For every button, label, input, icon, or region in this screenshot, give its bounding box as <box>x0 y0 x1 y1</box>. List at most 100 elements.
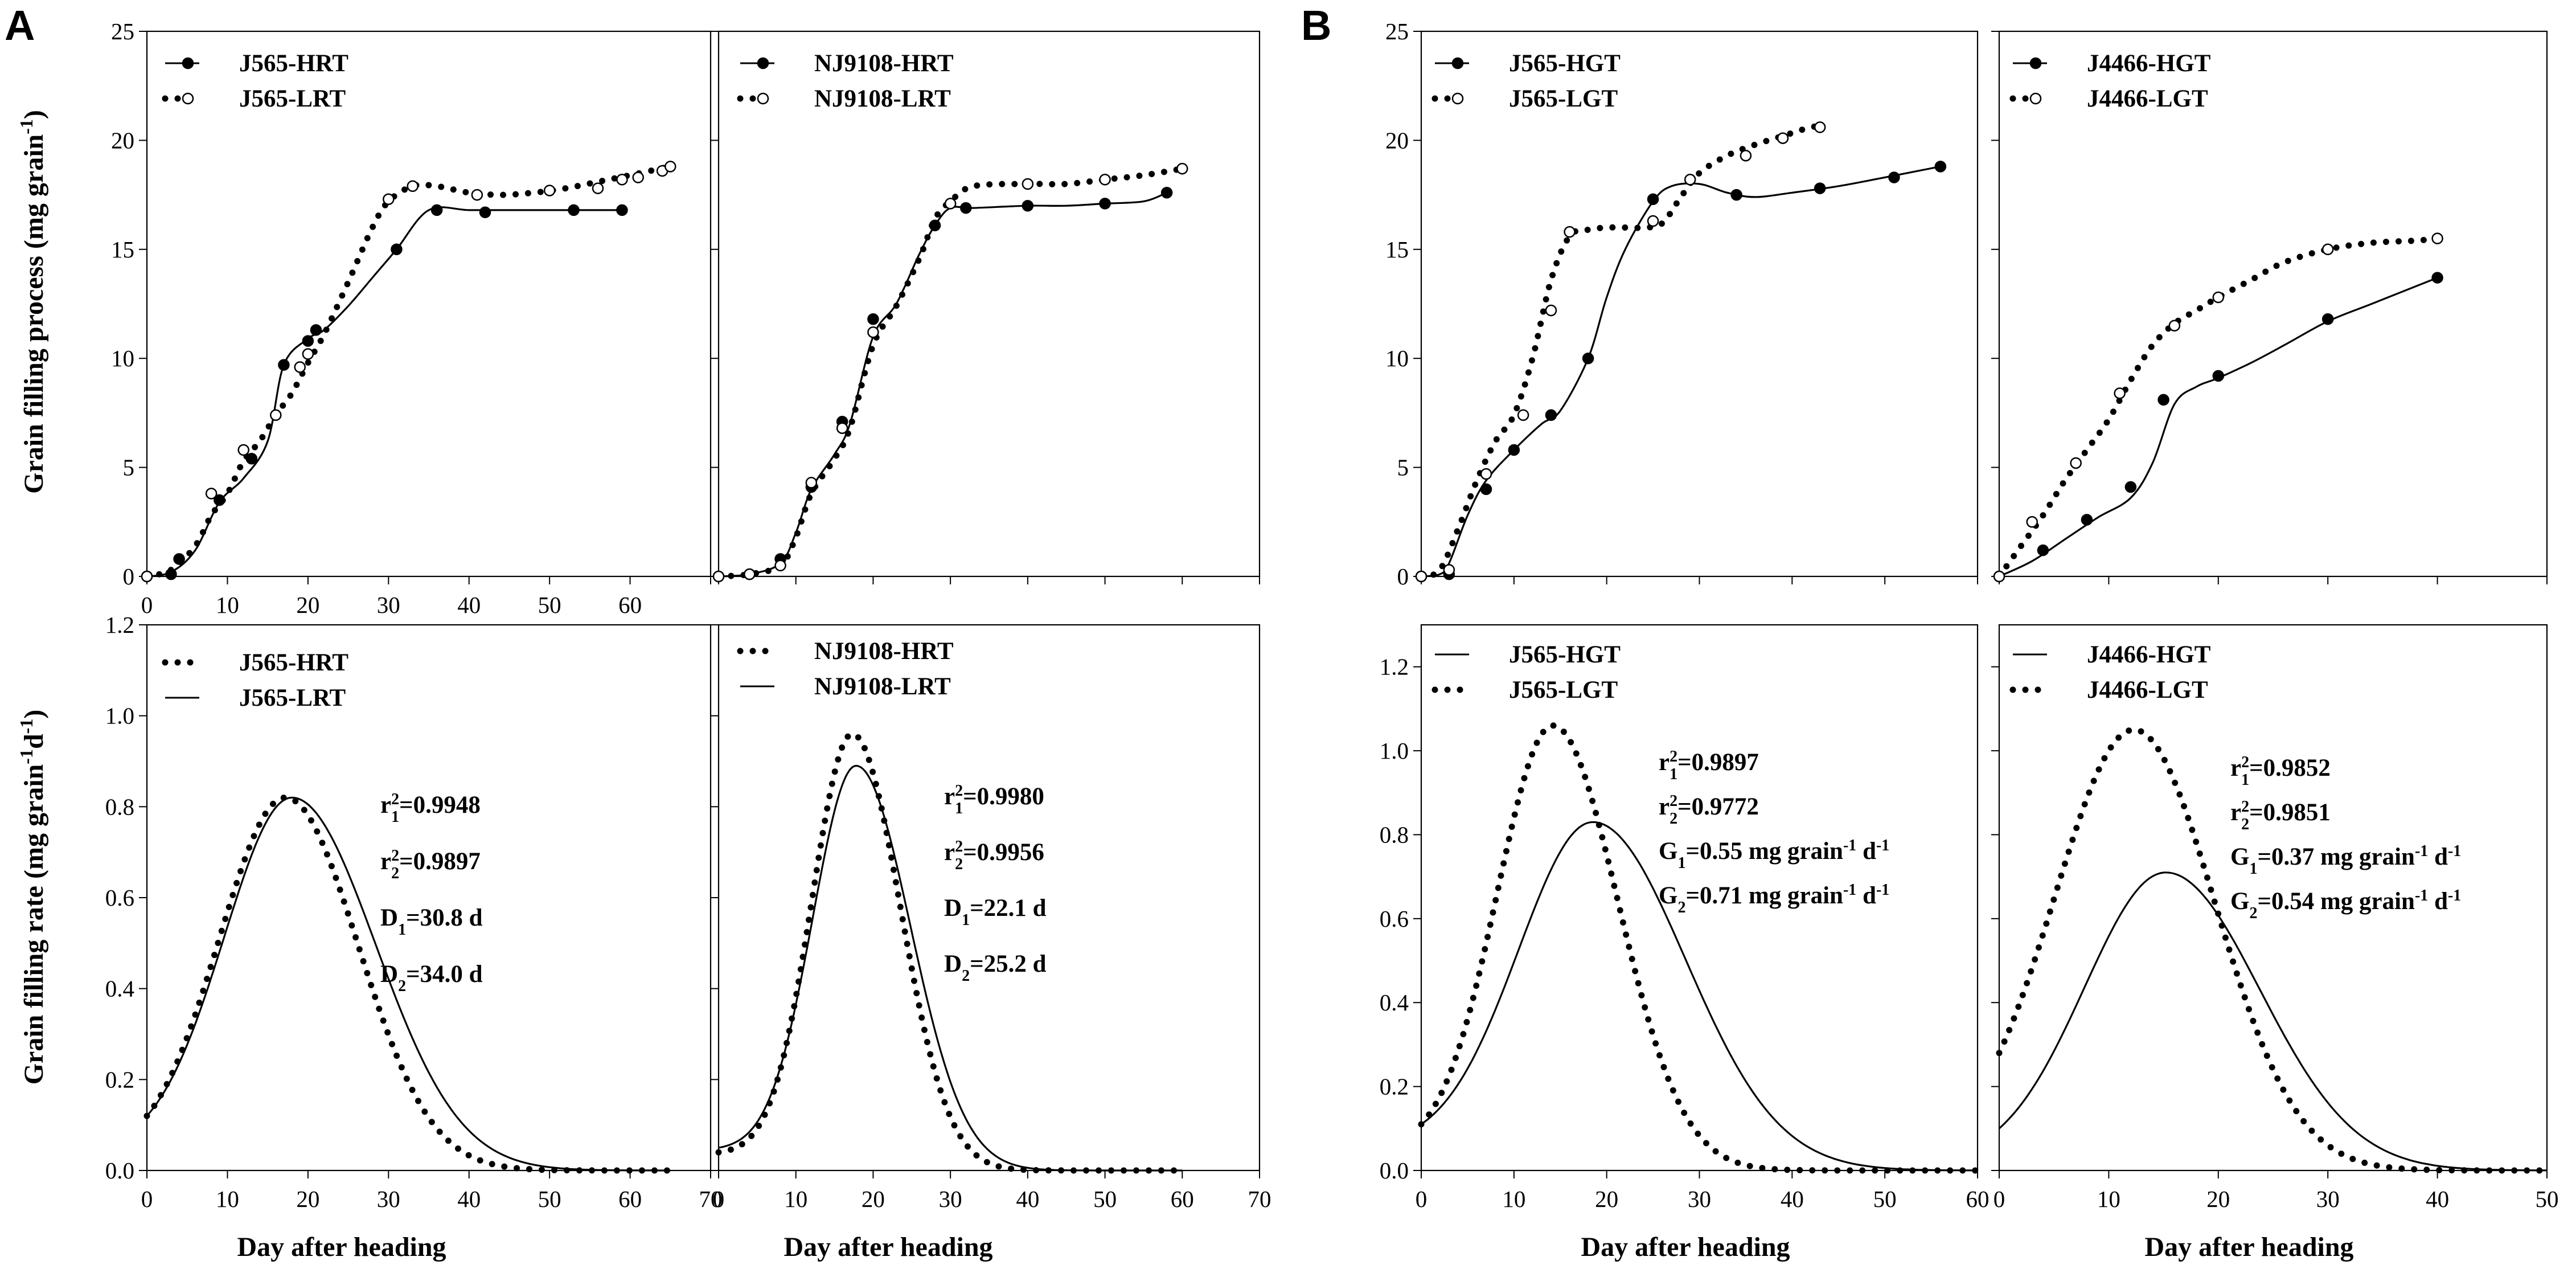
data-point-J565-LRT <box>664 161 676 173</box>
anno-text: =0.9948 <box>399 792 481 818</box>
x-tick-label: 30 <box>1688 1186 1711 1212</box>
data-point-J4466-LGT <box>2431 232 2443 244</box>
chart-panel-B-top-left: 0 5 10 15 20 25 J565-HGT J565-LGT <box>1385 18 1979 590</box>
y-axis-title-top-part: ) <box>19 110 49 119</box>
anno-superscript: 2 <box>2241 754 2249 771</box>
x-tick-label: 20 <box>296 592 319 618</box>
x-tick-label: 60 <box>1171 1186 1194 1212</box>
x-tick-label: 10 <box>784 1186 807 1212</box>
y-tick-label: 0.0 <box>1380 1157 1409 1184</box>
y-tick-label: 1.2 <box>105 612 134 638</box>
x-tick-label: 50 <box>1873 1186 1897 1212</box>
x-tick-label: 10 <box>1502 1186 1525 1212</box>
legend-marker <box>1451 92 1464 105</box>
data-point-J565-HGT <box>1647 193 1659 206</box>
data-point-J4466-HGT <box>2431 272 2443 284</box>
anno-text: =0.9956 <box>963 839 1044 866</box>
anno-subscript: 2 <box>398 977 406 995</box>
data-point-J565-HGT <box>1545 409 1557 421</box>
data-point-J565-LRT <box>407 180 419 193</box>
x-tick-label: 10 <box>216 592 239 618</box>
anno-superscript: -1 <box>2415 842 2428 860</box>
y-tick-label: 0.6 <box>105 885 134 911</box>
legend-label: J565-LRT <box>239 685 346 711</box>
anno-subscript: 2 <box>1677 899 1685 916</box>
data-point-NJ9108-LRT <box>712 570 725 583</box>
data-point-NJ9108-LRT <box>774 559 786 572</box>
anno-subscript: 2 <box>1670 810 1677 828</box>
anno-base: r <box>380 792 391 818</box>
x-axis-title-a-right: Day after heading <box>784 1232 992 1262</box>
panel-label-a: A <box>5 2 35 49</box>
x-tick-label: 50 <box>1093 1186 1117 1212</box>
y-tick-label: 0.4 <box>105 976 134 1002</box>
data-point-J565-HRT <box>568 204 580 216</box>
chart-panel-A-bottom-right: 0 10 20 30 40 50 60 70NJ9108-HRTNJ9108-LRTr12=0… <box>711 624 1271 1212</box>
data-point-J565-HRT <box>479 206 491 218</box>
x-tick-label: 0 <box>1993 1186 2005 1212</box>
data-point-J565-LRT <box>592 182 604 194</box>
anno-superscript: -1 <box>2415 887 2428 904</box>
data-point-J565-LGT <box>1814 121 1826 133</box>
anno-superscript: -1 <box>1843 837 1856 854</box>
legend-label: J4466-LGT <box>2087 85 2208 112</box>
legend-marker <box>182 57 194 69</box>
data-point-NJ9108-HRT <box>1160 187 1173 199</box>
data-point-J4466-HGT <box>2037 544 2049 556</box>
anno-text: =0.37 mg grain <box>2257 844 2415 870</box>
anno-superscript: -1 <box>1876 881 1889 899</box>
annotation: G2=0.54 mg grain-1 d-1 <box>2230 887 2461 922</box>
anno-base: D <box>380 961 398 988</box>
x-tick-label: 60 <box>618 592 642 618</box>
data-point-J565-HRT <box>278 359 290 371</box>
anno-text: =0.9852 <box>2249 755 2331 781</box>
anno-superscript: -1 <box>2448 842 2461 860</box>
y-axis-title-bottom: Grain filling rate (mg grain-1d-1) <box>16 710 49 1085</box>
series-line-J4466-HGT <box>1999 277 2438 578</box>
series-line-J565-HGT <box>1421 165 1941 578</box>
annotation: D2=34.0 d <box>380 961 483 995</box>
data-point-J565-LGT <box>1443 564 1455 576</box>
annotation: r22=0.9772 <box>1659 792 1759 828</box>
series-line-NJ9108-LRT <box>715 165 1186 580</box>
anno-text: =0.71 mg grain <box>1685 882 1843 909</box>
y-axis-title-bottom-part: d <box>19 734 49 749</box>
data-point-NJ9108-LRT <box>867 326 879 338</box>
data-point-J565-LGT <box>1684 174 1696 186</box>
y-tick-label: 0.8 <box>1380 821 1409 848</box>
anno-base: G <box>1659 838 1677 865</box>
data-point-J4466-HGT <box>2081 514 2093 526</box>
anno-text: d <box>1856 882 1876 909</box>
series-line-J565-LRT <box>143 163 674 580</box>
legend-label: J565-HGT <box>1509 50 1621 77</box>
annotation: r12=0.9852 <box>2230 754 2331 789</box>
anno-subscript: 2 <box>962 967 970 985</box>
x-axis-title-b-right: Day after heading <box>2144 1232 2353 1262</box>
y-tick-label: 10 <box>111 345 134 371</box>
anno-superscript: -1 <box>1843 881 1856 899</box>
data-point-J565-LRT <box>270 409 282 421</box>
series-line-NJ9108-HRT <box>718 191 1167 578</box>
anno-base: D <box>944 951 962 977</box>
data-point-J565-LRT <box>205 488 218 500</box>
x-tick-label: 10 <box>216 1186 239 1212</box>
y-axis-title-bottom-part: -1 <box>16 719 36 734</box>
annotation: G1=0.55 mg grain-1 d-1 <box>1659 837 1889 872</box>
data-point-J565-HRT <box>430 204 443 216</box>
y-tick-label: 10 <box>1385 345 1409 371</box>
legend-label: NJ9108-LRT <box>814 673 951 700</box>
anno-base: r <box>380 848 391 875</box>
anno-superscript: 2 <box>391 791 399 808</box>
annotation: r22=0.9956 <box>944 838 1044 873</box>
annotation: D1=22.1 d <box>944 895 1047 929</box>
y-tick-label: 0.2 <box>105 1066 134 1092</box>
anno-text: =0.9897 <box>399 848 481 875</box>
data-point-J4466-LGT <box>2114 387 2126 399</box>
x-tick-label: 10 <box>2097 1186 2120 1212</box>
y-tick-label: 0.6 <box>1380 906 1409 932</box>
legend-marker <box>1451 57 1464 69</box>
data-point-J565-LRT <box>632 171 644 183</box>
plot-frame <box>146 30 712 578</box>
data-point-NJ9108-LRT <box>836 422 848 434</box>
